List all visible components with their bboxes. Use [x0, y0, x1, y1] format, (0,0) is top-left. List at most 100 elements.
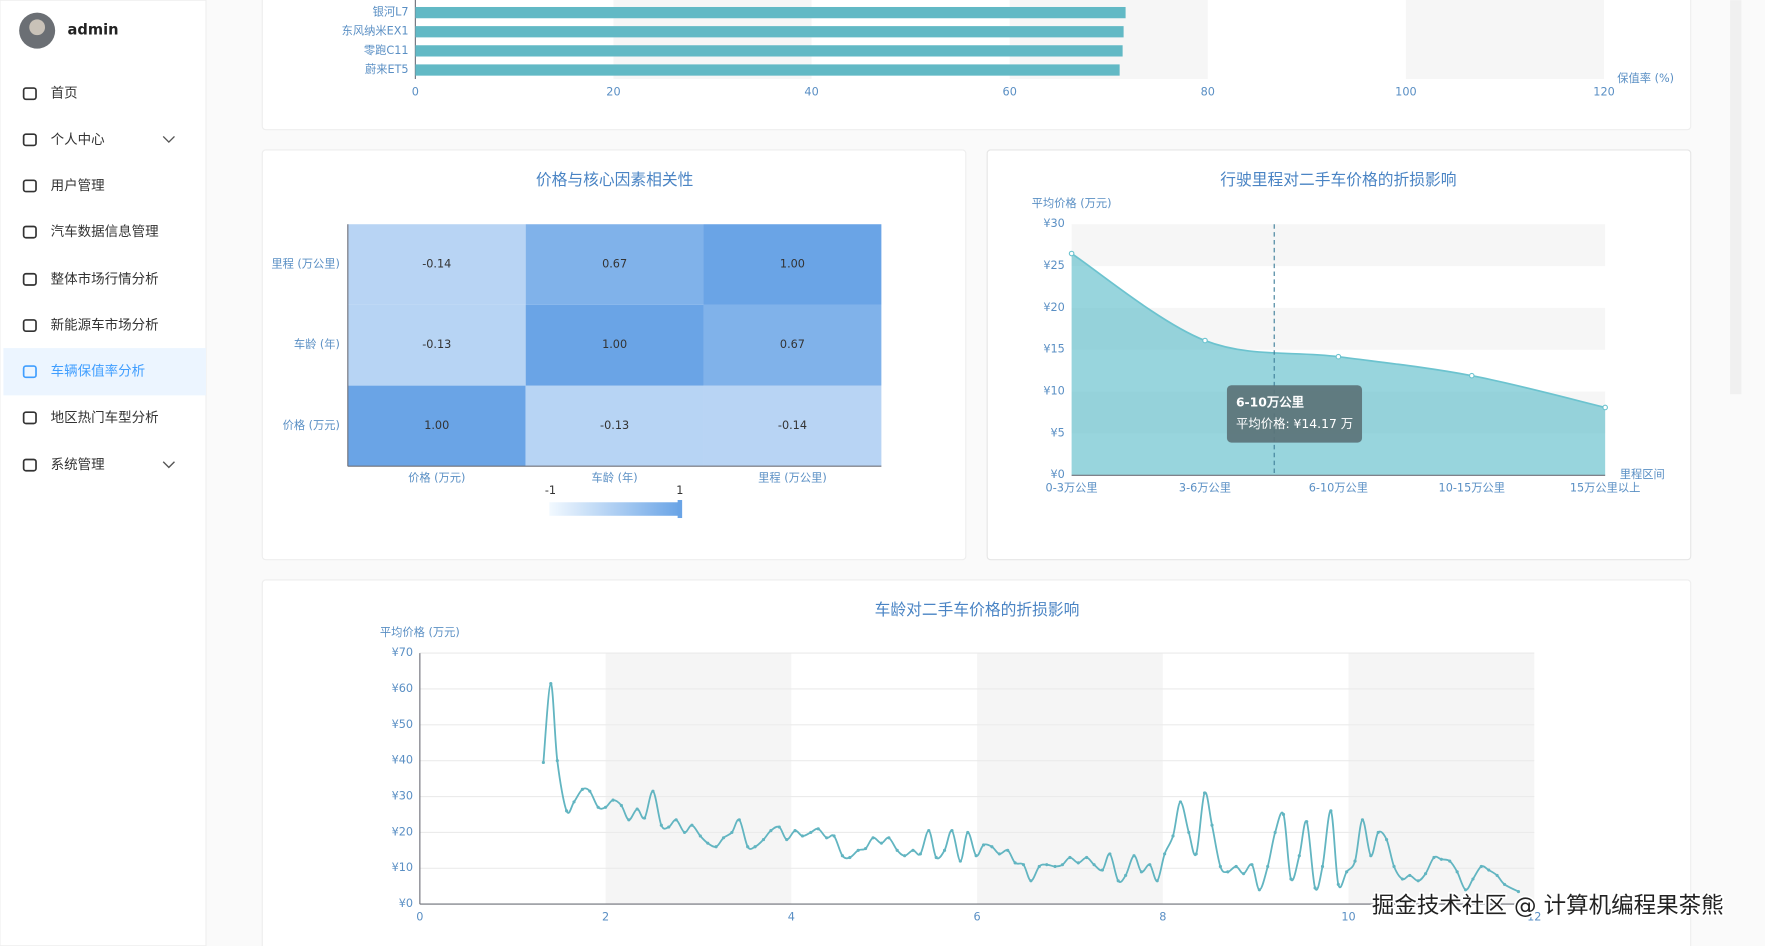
menu-item[interactable]: 车辆保值率分析 — [51, 363, 146, 380]
point — [1234, 864, 1238, 869]
visual-map-min: -1 — [545, 484, 556, 497]
point — [1148, 863, 1152, 867]
split-area — [1348, 653, 1535, 905]
point — [1178, 800, 1183, 804]
y-tick-label: ¥20 — [1043, 301, 1064, 314]
x-tick-label: 0 — [416, 911, 423, 924]
point — [1108, 852, 1112, 856]
x-tick-label: 6-10万公里 — [1309, 482, 1368, 495]
point — [769, 829, 773, 833]
menu-item[interactable]: 地区热门车型分析 — [51, 409, 159, 426]
cell-label: 1.00 — [780, 258, 805, 271]
bar — [415, 6, 1126, 19]
menu-item[interactable]: 整体市场行情分析 — [51, 270, 159, 287]
tooltip-text: 平均价格: ¥14.17 万 — [1236, 416, 1353, 431]
visual-map-handle[interactable] — [677, 500, 683, 519]
point — [1516, 889, 1521, 894]
point — [1360, 818, 1365, 822]
point — [1068, 250, 1075, 257]
point — [785, 837, 789, 842]
point — [1013, 861, 1017, 865]
point — [1468, 372, 1475, 379]
point — [927, 829, 931, 833]
point — [825, 836, 829, 840]
point — [1313, 886, 1317, 890]
point — [604, 805, 608, 809]
sidebar — [0, 0, 207, 946]
heat-cell — [525, 385, 704, 467]
bar — [415, 26, 1124, 38]
point — [1376, 830, 1380, 834]
heat-cell — [525, 304, 704, 386]
point — [1385, 837, 1389, 842]
menu-icon — [22, 179, 37, 193]
x-tick-label: 12 — [1527, 911, 1541, 924]
menu-item[interactable]: 系统管理 — [51, 457, 105, 473]
y-tick-label: ¥5 — [1051, 426, 1065, 439]
point — [1602, 404, 1608, 411]
point — [1124, 873, 1128, 878]
scrollbar[interactable] — [1730, 0, 1742, 395]
point — [674, 818, 678, 822]
point — [1345, 870, 1349, 874]
point — [871, 836, 875, 840]
tooltip — [1226, 385, 1363, 443]
point — [1273, 830, 1277, 834]
menu-item[interactable]: 汽车数据信息管理 — [51, 223, 159, 240]
x-tick-label: 10-15万公里 — [1439, 482, 1505, 495]
point — [555, 759, 559, 763]
y-tick-label: ¥30 — [392, 790, 413, 803]
point — [816, 827, 820, 831]
bar — [415, 64, 1120, 76]
point — [619, 803, 623, 808]
point — [714, 845, 718, 849]
x-tick-label: 10 — [1341, 911, 1355, 924]
x-tick-label: 80 — [1201, 86, 1215, 99]
y-tick-label: 价格 (万元) — [283, 418, 340, 432]
point — [1060, 863, 1065, 867]
cell-label: 0.67 — [602, 258, 627, 271]
menu-item[interactable]: 个人中心 — [51, 132, 105, 148]
point — [958, 859, 962, 863]
chevron — [162, 461, 175, 469]
point — [1187, 830, 1191, 834]
point — [800, 834, 805, 838]
point — [1392, 864, 1396, 869]
x-tick-label: 120 — [1593, 86, 1614, 99]
point — [1266, 864, 1270, 869]
line — [542, 682, 1519, 893]
point — [1037, 864, 1041, 869]
y-tick-label: ¥60 — [392, 682, 413, 695]
point — [974, 854, 978, 858]
point — [997, 852, 1001, 856]
point — [1021, 863, 1026, 867]
point — [1210, 823, 1214, 827]
menu-item[interactable]: 用户管理 — [51, 177, 105, 194]
point — [911, 848, 915, 852]
point — [966, 830, 970, 834]
point — [1068, 855, 1072, 860]
menu-active-bg — [3, 348, 206, 396]
point — [990, 845, 994, 849]
point — [1281, 812, 1286, 817]
split-area — [1405, 0, 1605, 80]
point — [588, 789, 592, 793]
menu-item[interactable]: 新能源车市场分析 — [51, 317, 159, 334]
heat-cell — [525, 224, 704, 305]
point — [777, 825, 781, 829]
point — [1132, 854, 1136, 858]
heat-cell — [703, 385, 882, 467]
point — [1369, 854, 1373, 858]
point — [611, 798, 615, 802]
y-tick-label: ¥25 — [1043, 259, 1064, 272]
username: admin — [68, 22, 119, 39]
y-tick-label: ¥10 — [1043, 385, 1064, 398]
x-tick-label: 100 — [1395, 86, 1416, 99]
visual-map-bar[interactable] — [549, 502, 680, 516]
menu-item[interactable]: 首页 — [51, 86, 78, 102]
point — [942, 848, 947, 852]
y-tick-label: 里程 (万公里) — [271, 258, 340, 271]
point — [903, 854, 907, 858]
point — [1408, 873, 1412, 878]
point — [1439, 857, 1443, 861]
